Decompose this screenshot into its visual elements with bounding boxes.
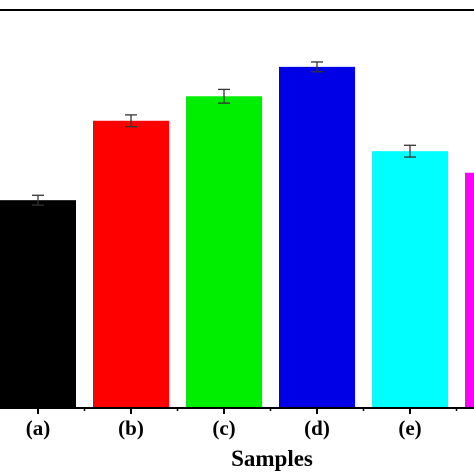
- bar-b: [93, 120, 169, 408]
- x-ticks-group: [37, 408, 458, 414]
- x-axis-title: Samples: [231, 446, 313, 471]
- error-bar-e: [404, 144, 416, 158]
- error-bars-group: [32, 61, 416, 206]
- error-bar-b: [125, 114, 137, 128]
- x-tick-label: (c): [212, 416, 235, 440]
- x-tick-label: (a): [26, 416, 51, 440]
- x-tick-labels-group: (a)(b)(c)(d)(e)(f): [26, 416, 422, 440]
- bar-f: [465, 172, 474, 408]
- x-tick-label: (b): [118, 416, 144, 440]
- error-bar-d: [311, 61, 323, 73]
- bar-c: [186, 96, 262, 409]
- bar-a: [0, 200, 76, 408]
- x-tick-label: (e): [398, 416, 421, 440]
- bar-e: [372, 151, 448, 408]
- x-tick-label: (d): [304, 416, 330, 440]
- error-bar-c: [218, 88, 230, 104]
- error-bar-a: [32, 194, 44, 206]
- bars-group: [0, 66, 474, 409]
- bar-d: [279, 66, 355, 408]
